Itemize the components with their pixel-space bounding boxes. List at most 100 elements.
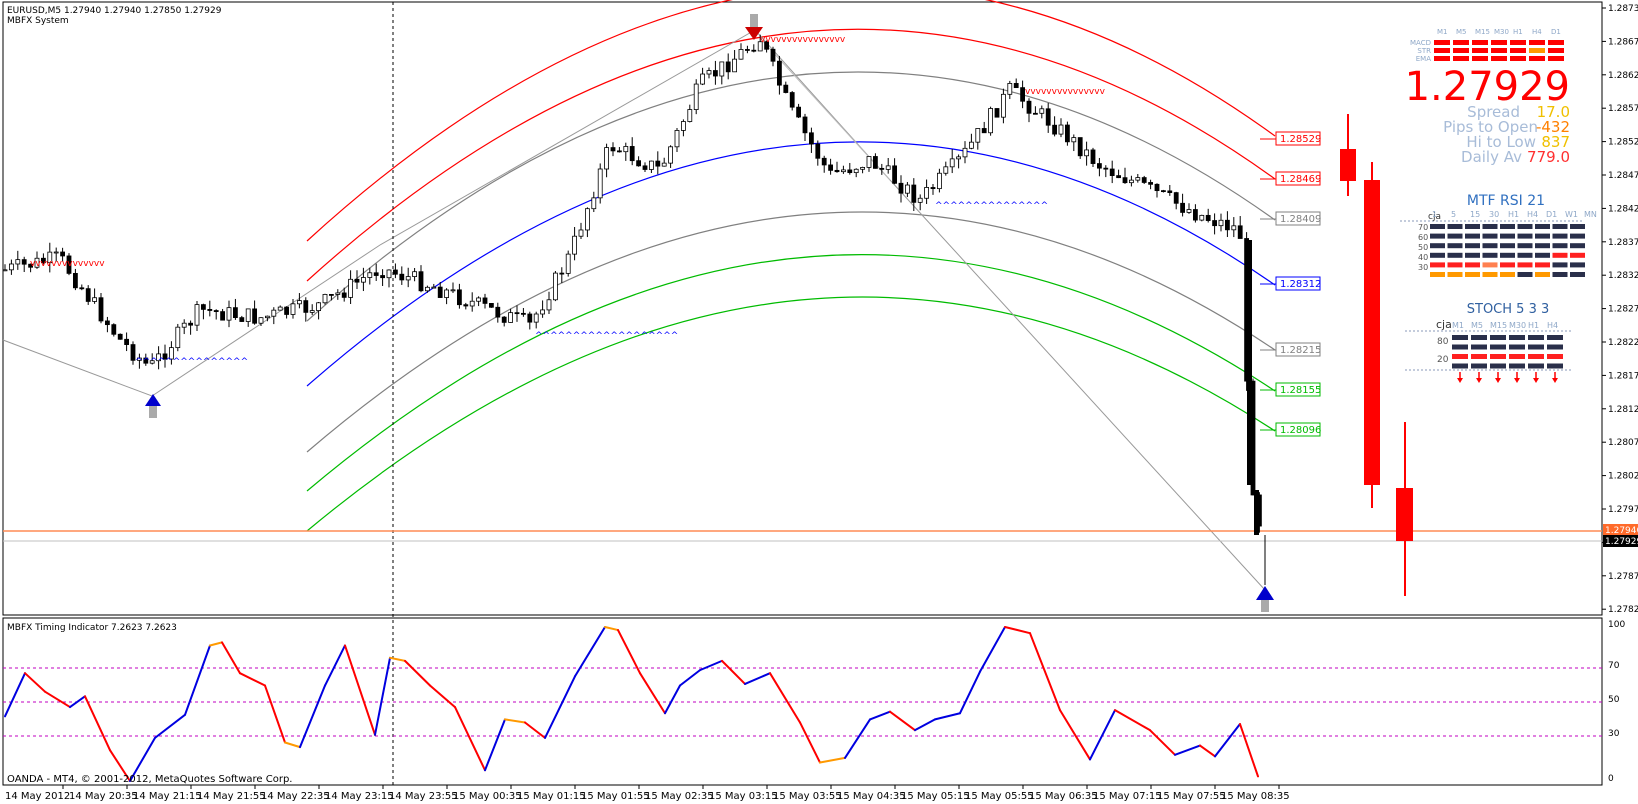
buy-arrow-icon <box>145 394 161 418</box>
rsi-cell <box>1552 262 1568 268</box>
stoch-tf-header: M5 <box>1471 321 1483 330</box>
price-axis: 1.28730 1.28675 1.28620 1.28575 1.28525 1.284… <box>1602 4 1638 615</box>
dashboard-tf-header: H4 <box>1532 28 1542 36</box>
candle-body <box>450 289 456 292</box>
candle-body <box>258 317 264 324</box>
candle-body <box>751 49 757 52</box>
stoch-cell <box>1452 335 1468 340</box>
rsi-tf-header: H4 <box>1527 210 1538 219</box>
rsi-tf-header: H1 <box>1508 210 1519 219</box>
rsi-cell <box>1482 233 1498 239</box>
rsi-cell <box>1482 243 1498 249</box>
candle-body <box>1052 124 1057 135</box>
stoch-down-arrow-icon <box>1495 378 1501 383</box>
stoch-owner: cja <box>1436 318 1452 331</box>
time-tick-label: 14 May 23:55 <box>389 791 458 802</box>
rsi-cell <box>1482 262 1498 268</box>
rsi-cell <box>1517 233 1533 239</box>
candle-body <box>226 307 232 321</box>
price-tick-label: 1.28425 <box>1608 204 1638 214</box>
time-tick-label: 15 May 04:35 <box>837 791 906 802</box>
oscillator-segment <box>1089 709 1116 761</box>
candle-body <box>271 309 277 317</box>
rsi-cell <box>1570 272 1585 277</box>
candle-body <box>437 286 443 298</box>
oscillator-segment <box>84 695 111 752</box>
indicator-scale-label: 30 <box>1608 729 1620 739</box>
candle-body <box>962 147 968 158</box>
rsi-cell <box>1447 272 1463 277</box>
dashboard-row-label: EMA <box>1416 55 1431 63</box>
oscillator-segment <box>404 659 431 687</box>
candle-body <box>21 259 27 265</box>
sell-signal-ticks: vvvvvvvvvvvvvvv <box>1025 87 1106 97</box>
oscillator-segment <box>844 718 871 759</box>
candle-body <box>540 309 545 315</box>
rsi-level-label: 70 <box>1418 223 1428 232</box>
price-tick-label: 1.28475 <box>1608 171 1638 181</box>
stoch-down-arrow-icon <box>1514 378 1520 383</box>
price-tick-label: 1.28620 <box>1608 71 1638 81</box>
candle-body <box>284 306 290 315</box>
rsi-cell <box>1465 243 1480 249</box>
price-tick-label: 1.28730 <box>1608 4 1638 14</box>
candle-body <box>597 168 603 199</box>
oscillator-segment <box>959 670 981 715</box>
candle-body <box>424 286 430 292</box>
candle-body <box>92 297 97 302</box>
price-tick-label: 1.28275 <box>1608 305 1638 315</box>
candle-body <box>444 289 450 298</box>
oscillator-segment <box>1149 729 1176 756</box>
oscillator-segment <box>574 626 606 678</box>
candle-body <box>988 108 993 134</box>
candle-body <box>1237 225 1243 239</box>
candle-body <box>1161 190 1166 193</box>
stoch-cell <box>1471 363 1487 369</box>
candle-body <box>553 272 558 301</box>
signal-markers: vvvvvvvvvvvvvv vvvvvvvvvvvvvvvv vvvvvvvv… <box>30 35 1106 367</box>
stoch-cell <box>1490 363 1506 369</box>
stoch-cell <box>1509 354 1525 359</box>
candle-body <box>245 308 251 322</box>
main-chart-area[interactable] <box>2 1 1603 616</box>
time-tick-label: 15 May 01:55 <box>581 791 650 802</box>
rsi-cell <box>1535 224 1550 229</box>
candle-body <box>252 308 258 324</box>
candle-body <box>79 287 85 290</box>
oscillator-segment <box>44 690 71 709</box>
candle-body <box>53 251 59 254</box>
indicator-scale-label: 0 <box>1608 774 1614 784</box>
candle-body <box>456 289 462 306</box>
dashboard-cell <box>1453 56 1469 61</box>
rsi-cell <box>1552 252 1568 258</box>
rsi-title: MTF RSI 21 <box>1467 193 1545 209</box>
indicator-scale-label: 50 <box>1608 695 1620 705</box>
candle-body <box>328 294 334 296</box>
candle-body <box>1180 202 1185 213</box>
candle-body <box>1212 220 1217 227</box>
rsi-cell <box>1430 224 1445 229</box>
dashboard-cell <box>1548 40 1564 45</box>
candle-body <box>156 353 162 362</box>
stoch-cell <box>1547 335 1563 340</box>
price-tick-label: 1.27875 <box>1608 572 1638 582</box>
candle-body <box>828 164 833 171</box>
rsi-cell <box>1482 272 1498 277</box>
candle-body <box>642 165 648 170</box>
channel-price-label: 1.28096 <box>1280 425 1321 436</box>
rsi-cell <box>1535 262 1550 268</box>
oscillator-segment <box>699 659 723 672</box>
candle-body <box>956 156 961 160</box>
rsi-tf-header: W1 <box>1565 210 1578 219</box>
candle-body <box>1084 149 1089 157</box>
rsi-cell <box>1430 272 1445 277</box>
rsi-cell <box>1430 252 1445 258</box>
candle-body <box>1129 179 1134 184</box>
candle-body <box>98 297 104 322</box>
sell-signal-ticks: vvvvvvvvvvvvvvvv <box>760 35 846 45</box>
oscillator-segment <box>617 629 641 675</box>
oscillator-segment <box>1114 709 1151 732</box>
stoch-cell <box>1509 344 1525 350</box>
candle-body <box>303 300 309 313</box>
